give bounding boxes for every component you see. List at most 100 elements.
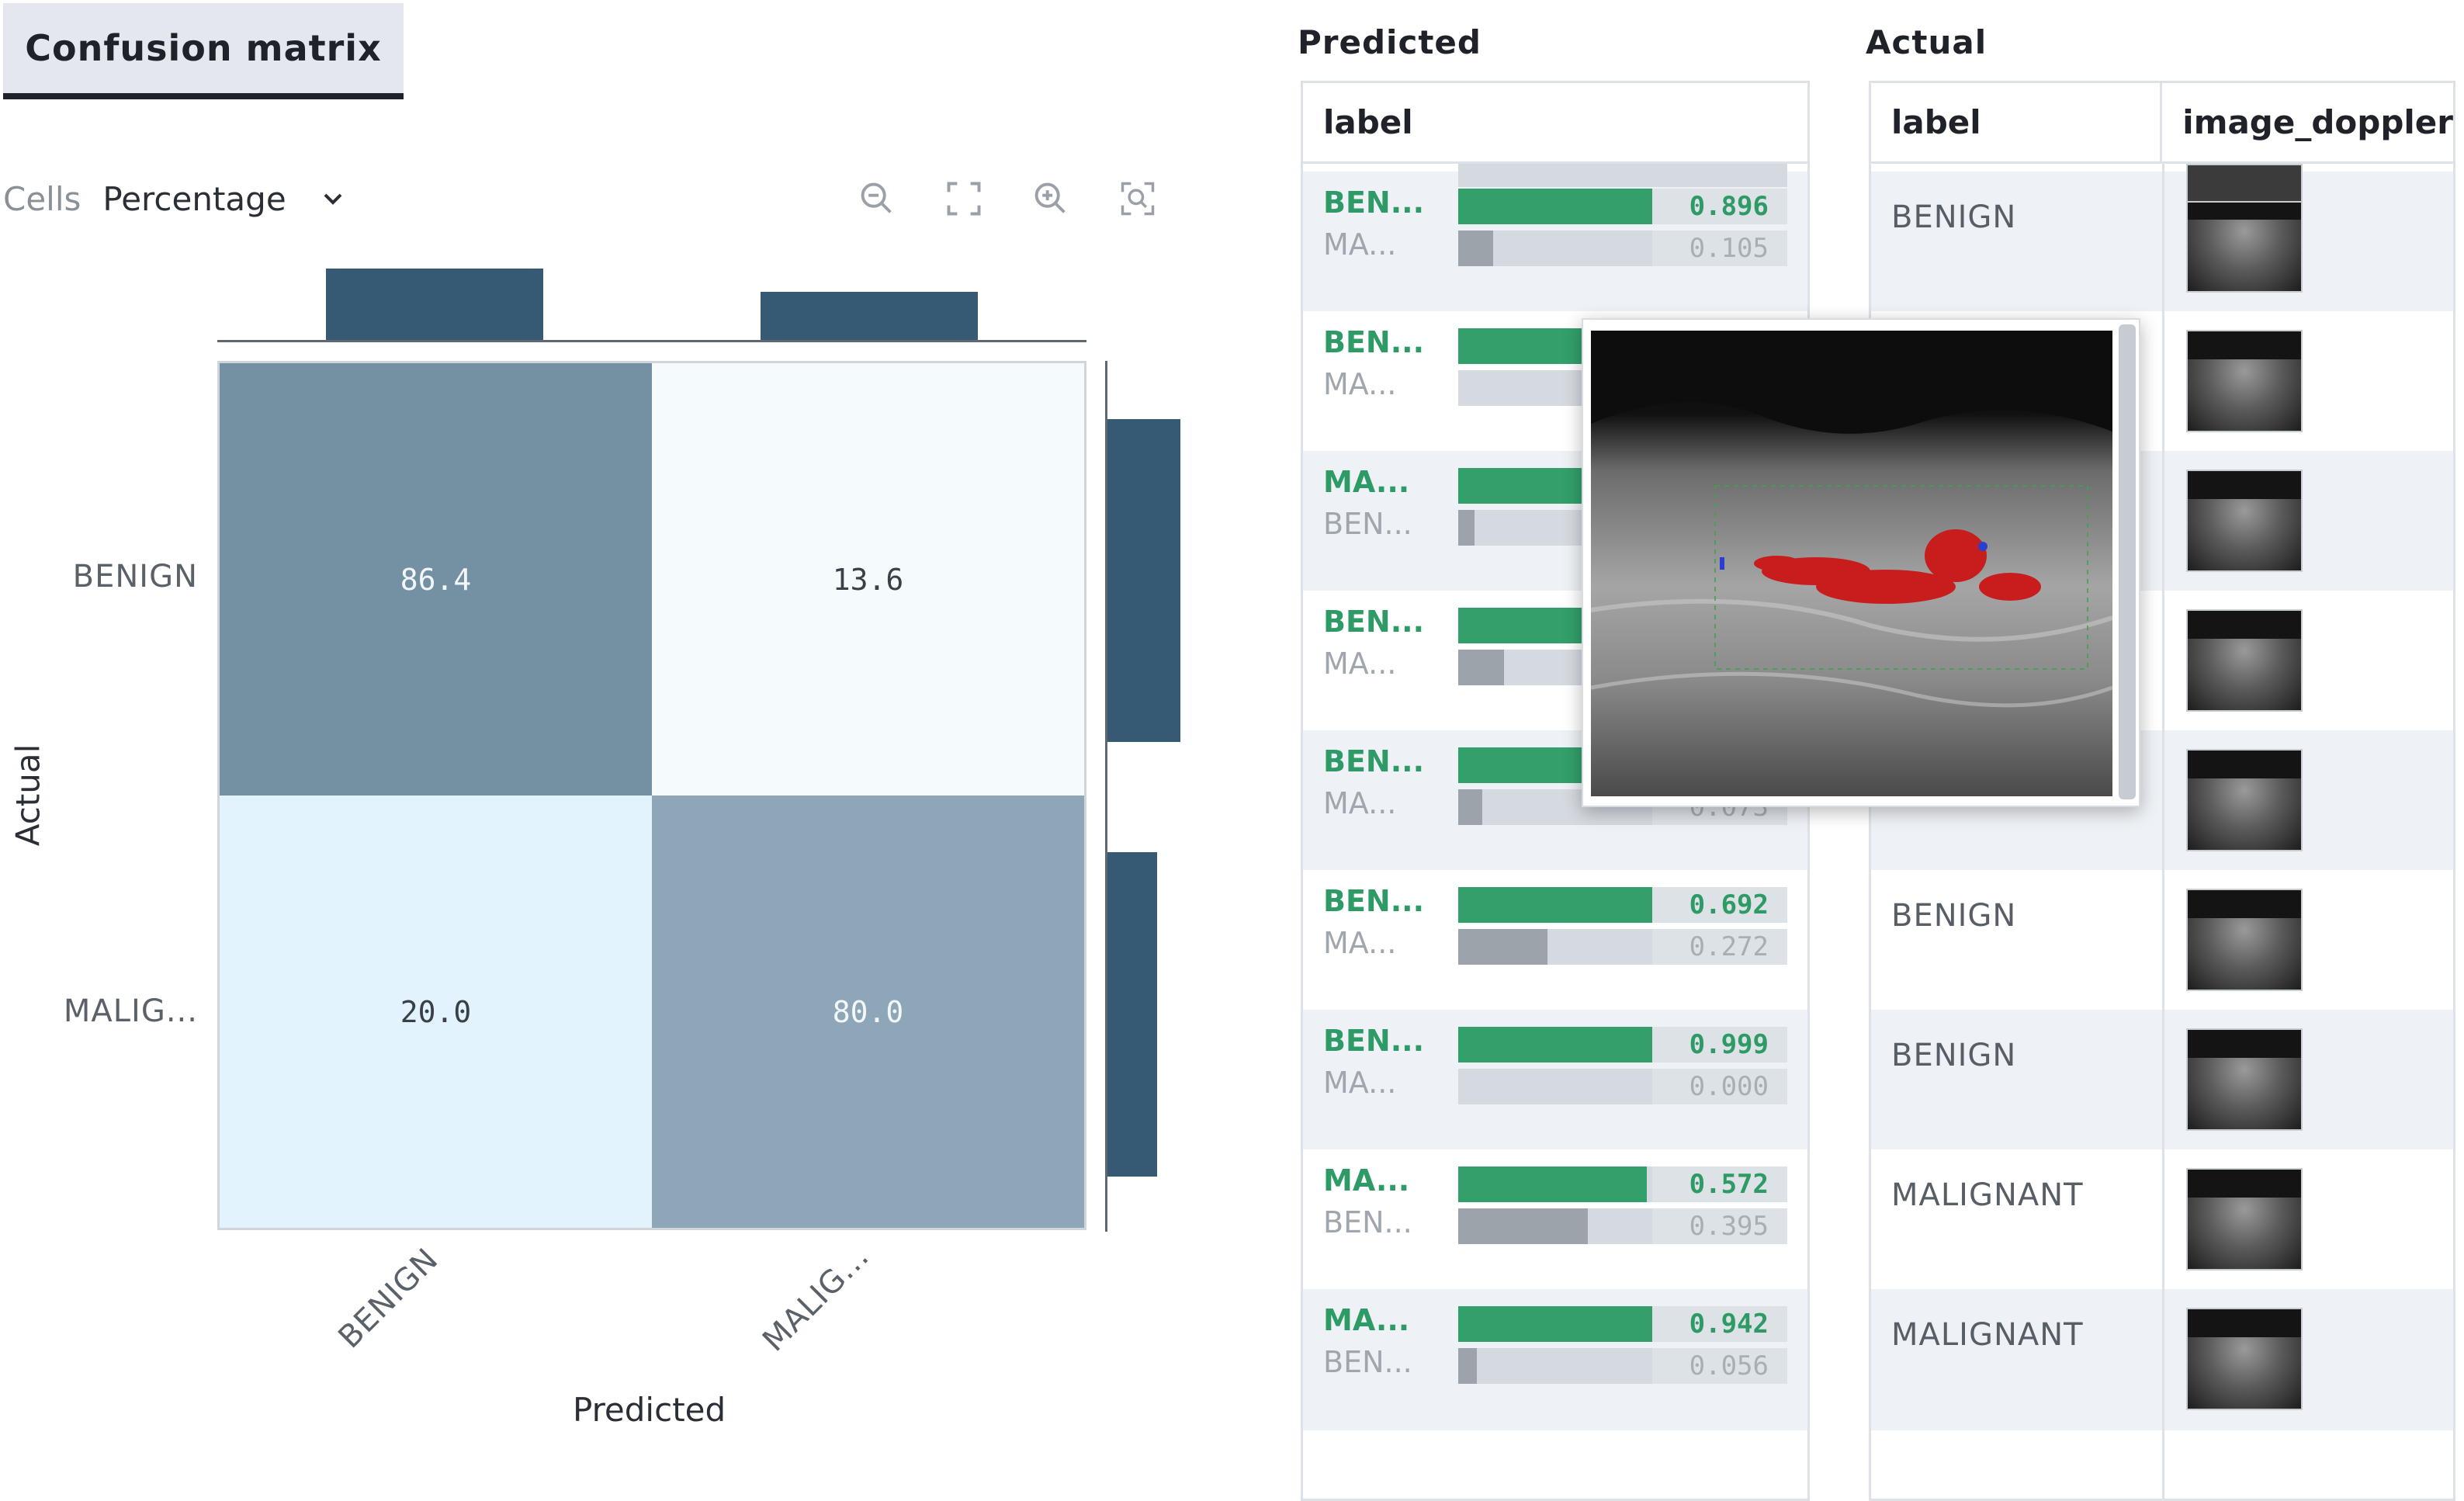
predicted-top-label: MA... xyxy=(1323,1303,1410,1337)
predicted-second-label: MA... xyxy=(1323,786,1397,820)
probability-second-value: 0.056 xyxy=(1652,1348,1787,1384)
predicted-top-label: MA... xyxy=(1323,1163,1410,1198)
probability-top-value: 0.942 xyxy=(1652,1306,1787,1342)
predicted-second-label: MA... xyxy=(1323,926,1397,960)
actual-section-title: Actual xyxy=(1866,23,1987,61)
doppler-thumbnail[interactable] xyxy=(2186,1308,2303,1410)
actual-label: MALIGNANT xyxy=(1891,1177,2084,1213)
tab-confusion-matrix[interactable]: Confusion matrix xyxy=(3,3,404,99)
predicted-top-label: BEN... xyxy=(1323,185,1425,220)
zoom-out-icon[interactable] xyxy=(857,179,897,219)
table-row[interactable]: BEN... MA... 0.999 0.000 xyxy=(1303,1010,1807,1151)
actual-table-header: label image_doppler xyxy=(1871,83,2453,164)
row-label-malignant: MALIG... xyxy=(63,993,198,1029)
actual-label: BENIGN xyxy=(1891,1038,2017,1073)
actual-label: BENIGN xyxy=(1891,199,2017,235)
probability-fill xyxy=(1458,1166,1647,1202)
table-row[interactable]: BEN... MA... 0.896 0.105 xyxy=(1303,172,1807,313)
probability-second-value: 0.000 xyxy=(1652,1069,1787,1104)
probability-second-value: 0.272 xyxy=(1652,929,1787,965)
predicted-second-label: BEN... xyxy=(1323,1345,1412,1379)
right-marginal-axis xyxy=(1105,361,1107,1232)
predicted-top-label: MA... xyxy=(1323,465,1410,499)
probability-second-value: 0.395 xyxy=(1652,1208,1787,1244)
predicted-top-label: BEN... xyxy=(1323,605,1425,639)
row-label-benign: BENIGN xyxy=(72,559,198,595)
predicted-second-label: MA... xyxy=(1323,1066,1397,1100)
doppler-thumbnail[interactable] xyxy=(2186,609,2303,712)
predicted-second-label: MA... xyxy=(1323,367,1397,401)
tab-label: Confusion matrix xyxy=(25,27,382,69)
predicted-table-header: label xyxy=(1303,83,1807,164)
predicted-second-label: BEN... xyxy=(1323,507,1412,541)
doppler-thumbnail[interactable] xyxy=(2186,470,2303,572)
cell-value: 86.4 xyxy=(400,562,472,597)
doppler-thumbnail[interactable] xyxy=(2186,1028,2303,1131)
column-divider xyxy=(2162,83,2164,1499)
predicted-top-label: BEN... xyxy=(1323,325,1425,359)
cell-value: 20.0 xyxy=(400,994,472,1029)
probability-top-value: 0.896 xyxy=(1652,189,1787,224)
probability-fill xyxy=(1458,231,1493,266)
matrix-cell[interactable]: 13.6 xyxy=(652,363,1084,796)
col-label-malignant: MALIG... xyxy=(756,1238,877,1359)
probability-fill xyxy=(1458,650,1505,685)
zoom-reset-icon[interactable] xyxy=(1118,179,1158,219)
probability-fill xyxy=(1458,1348,1477,1384)
probability-top-value: 0.999 xyxy=(1652,1027,1787,1062)
table-row[interactable]: MA... BEN... 0.572 0.395 xyxy=(1303,1149,1807,1291)
cells-dropdown-value[interactable]: Percentage xyxy=(102,179,286,218)
probability-fill xyxy=(1458,929,1548,965)
doppler-thumbnail[interactable] xyxy=(2186,330,2303,432)
partial-row-track xyxy=(1458,164,1787,187)
y-axis-title: Actual xyxy=(9,744,47,847)
probability-top-value: 0.572 xyxy=(1652,1166,1787,1202)
probability-fill xyxy=(1458,510,1475,546)
confusion-matrix: 86.4 13.6 20.0 80.0 xyxy=(217,361,1086,1230)
matrix-cell[interactable]: 80.0 xyxy=(652,796,1084,1228)
cells-selector[interactable]: Cells Percentage xyxy=(3,174,348,224)
column-header-image-doppler[interactable]: image_doppler xyxy=(2160,83,2453,161)
matrix-cell[interactable]: 86.4 xyxy=(220,363,652,796)
probability-fill xyxy=(1458,1208,1589,1244)
popup-scrollbar[interactable] xyxy=(2119,324,2136,799)
actual-label: MALIGNANT xyxy=(1891,1317,2084,1353)
probability-fill xyxy=(1458,789,1482,825)
probability-fill xyxy=(1458,887,1686,923)
table-row[interactable]: BEN... MA... 0.692 0.272 xyxy=(1303,870,1807,1011)
matrix-cell[interactable]: 20.0 xyxy=(220,796,652,1228)
top-marginal-axis xyxy=(217,340,1086,342)
marginal-bar-predicted-malignant xyxy=(761,292,978,341)
doppler-preview-image xyxy=(1591,331,2112,796)
image-preview-popup xyxy=(1582,318,2140,807)
marginal-bar-predicted-benign xyxy=(326,269,543,341)
actual-label: BENIGN xyxy=(1891,898,2017,934)
predicted-second-label: MA... xyxy=(1323,227,1397,262)
column-header-label[interactable]: label xyxy=(1891,103,1981,141)
probability-top-value: 0.692 xyxy=(1652,887,1787,923)
predicted-top-label: BEN... xyxy=(1323,744,1425,778)
zoom-in-icon[interactable] xyxy=(1031,179,1071,219)
predicted-second-label: BEN... xyxy=(1323,1205,1412,1239)
marginal-bar-actual-malignant xyxy=(1107,852,1157,1177)
col-label-benign: BENIGN xyxy=(331,1241,445,1356)
cell-value: 13.6 xyxy=(832,562,904,597)
predicted-top-label: BEN... xyxy=(1323,1024,1425,1058)
table-row[interactable]: MA... BEN... 0.942 0.056 xyxy=(1303,1289,1807,1430)
cell-value: 80.0 xyxy=(832,994,904,1029)
doppler-thumbnail[interactable] xyxy=(2186,749,2303,851)
x-axis-title: Predicted xyxy=(573,1391,726,1429)
doppler-thumbnail[interactable] xyxy=(2186,889,2303,991)
cells-label: Cells xyxy=(3,179,81,218)
probability-second-value: 0.105 xyxy=(1652,231,1787,266)
predicted-second-label: MA... xyxy=(1323,647,1397,681)
fit-to-screen-icon[interactable] xyxy=(944,179,984,219)
marginal-bar-actual-benign xyxy=(1107,419,1180,742)
partial-thumbnail xyxy=(2186,164,2303,203)
doppler-thumbnail[interactable] xyxy=(2186,190,2303,293)
predicted-top-label: BEN... xyxy=(1323,884,1425,918)
predicted-section-title: Predicted xyxy=(1298,23,1482,61)
chevron-down-icon[interactable] xyxy=(317,183,348,214)
column-header-label[interactable]: label xyxy=(1323,103,1413,141)
doppler-thumbnail[interactable] xyxy=(2186,1168,2303,1270)
